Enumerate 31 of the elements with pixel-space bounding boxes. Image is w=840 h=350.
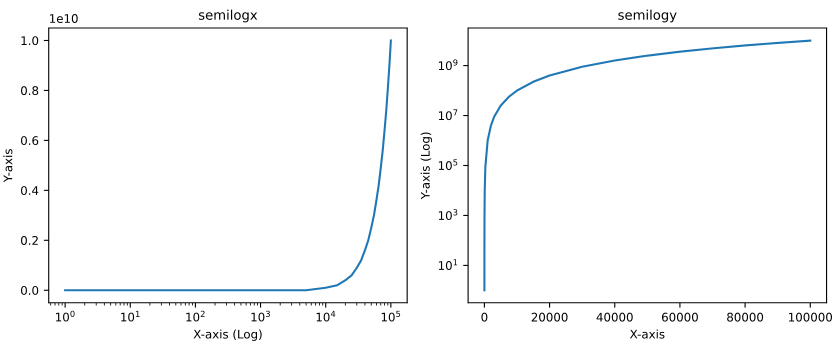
x-tick-label: 10$^{0}$	[56, 310, 75, 322]
y-tick-label: 0.8	[21, 86, 38, 96]
y-tick-label: 10$^{9}$	[438, 59, 458, 70]
y-tick-label: 0.0	[21, 286, 38, 295]
y-tick-label: 1.0	[22, 36, 38, 46]
y-tick-label: 10$^{5}$	[438, 159, 458, 170]
x-tick-label: 10$^{2}$	[186, 310, 205, 322]
y-tick-label: 10$^{7}$	[438, 109, 458, 120]
x-tick-label: 60000	[662, 312, 698, 322]
line-series	[483, 40, 812, 292]
y-axis-title: Y-axis	[3, 149, 12, 182]
x-tick-label: 0	[481, 312, 488, 322]
chart-title: semilogy	[618, 10, 677, 22]
x-tick-label: 20000	[532, 312, 568, 322]
x-axis-title: X-axis (Log)	[194, 329, 262, 341]
text: 1e10	[50, 14, 78, 23]
y-tick-label: 0.6	[21, 136, 38, 146]
y-tick-label: 10$^{3}$	[438, 209, 458, 220]
x-tick-label: 10$^{4}$	[316, 310, 336, 322]
y-tick-label: 0.2	[21, 236, 38, 245]
x-tick-label: 10$^{5}$	[382, 310, 400, 322]
y-axis-title: Y-axis (Log)	[420, 132, 432, 200]
x-tick-label: 40000	[596, 312, 633, 322]
y-tick-label: 10$^{1}$	[438, 259, 458, 270]
x-tick-label: 80000	[727, 312, 764, 322]
chart-title: semilogx	[198, 10, 258, 22]
y-tick-label: 0.4	[21, 186, 38, 196]
x-tick-label: 10$^{1}$	[121, 310, 140, 322]
x-tick-label: 10$^{3}$	[251, 310, 270, 322]
x-tick-label: 100000	[789, 312, 832, 322]
x-axis-title: X-axis	[630, 329, 664, 339]
